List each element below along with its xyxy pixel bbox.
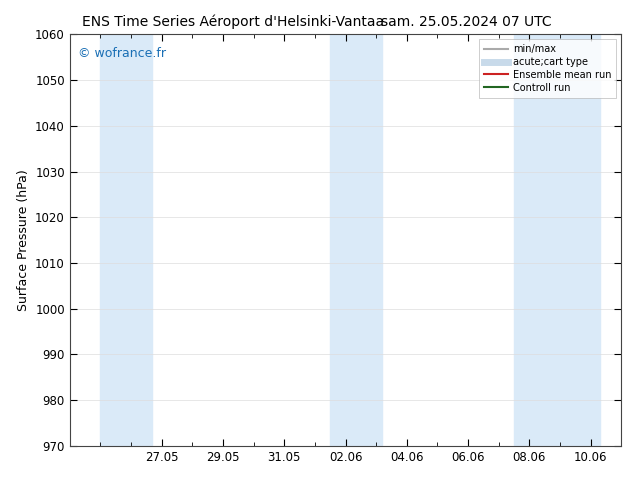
Y-axis label: Surface Pressure (hPa): Surface Pressure (hPa): [16, 169, 30, 311]
Bar: [514, 34, 600, 446]
Bar: [100, 34, 152, 446]
Legend: min/max, acute;cart type, Ensemble mean run, Controll run: min/max, acute;cart type, Ensemble mean …: [479, 39, 616, 98]
Text: © wofrance.fr: © wofrance.fr: [78, 47, 166, 60]
Bar: [330, 34, 382, 446]
Text: ENS Time Series Aéroport d'Helsinki-Vantaa: ENS Time Series Aéroport d'Helsinki-Vant…: [82, 15, 385, 29]
Text: sam. 25.05.2024 07 UTC: sam. 25.05.2024 07 UTC: [381, 15, 552, 29]
